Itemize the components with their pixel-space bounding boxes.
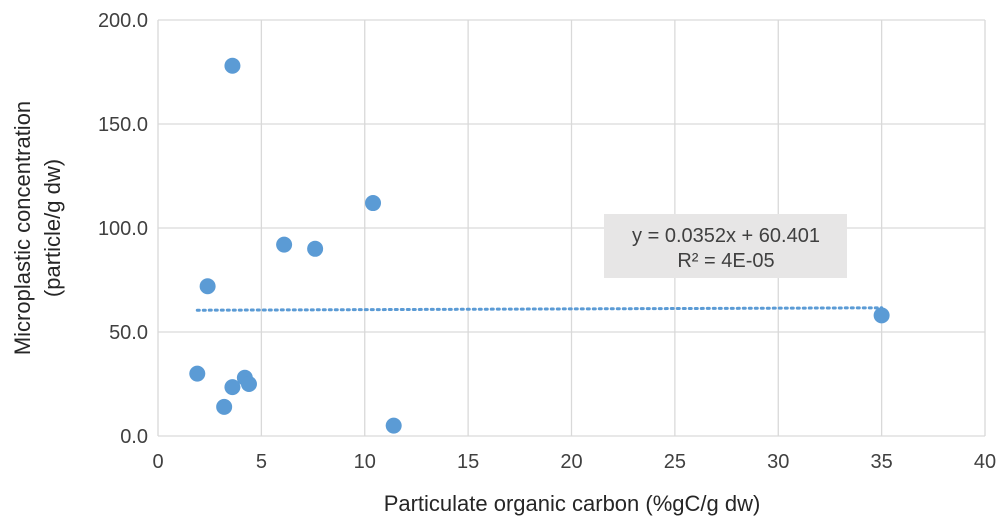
- x-axis-title: Particulate organic carbon (%gC/g dw): [384, 491, 761, 516]
- trendline-equation: y = 0.0352x + 60.401: [632, 225, 820, 247]
- x-tick-label: 0: [152, 451, 163, 473]
- data-point: [189, 365, 206, 382]
- data-point: [276, 236, 293, 253]
- x-tick-label: 25: [664, 451, 686, 473]
- data-points: [189, 57, 890, 434]
- data-point: [365, 195, 382, 212]
- grid-lines: [157, 19, 986, 437]
- data-point: [240, 376, 257, 392]
- data-point: [224, 379, 241, 396]
- data-point: [216, 398, 233, 415]
- x-tick-label: 40: [974, 451, 996, 473]
- x-tick-label: 30: [767, 451, 789, 473]
- x-tick-label: 20: [560, 451, 582, 473]
- y-axis-title-line-1: Microplastic concentration: [10, 101, 35, 355]
- y-tick-label: 0.0: [120, 426, 148, 448]
- x-tick-label: 5: [256, 451, 267, 473]
- trendline-path: [195, 306, 884, 312]
- x-axis-ticks: 0 5 10 15 20 25 30 35 40: [152, 451, 996, 473]
- data-point: [307, 240, 324, 257]
- y-tick-label: 200.0: [98, 10, 148, 32]
- x-tick-label: 15: [457, 451, 479, 473]
- y-axis-ticks: 0.0 50.0 100.0 150.0 200.0: [98, 10, 148, 448]
- y-tick-label: 100.0: [98, 218, 148, 240]
- data-point: [224, 57, 241, 74]
- trendline-label-box: [604, 214, 847, 278]
- data-point: [873, 307, 890, 324]
- data-point: [385, 417, 402, 434]
- x-tick-label: 35: [871, 451, 893, 473]
- trendline-label: y = 0.0352x + 60.401 R² = 4E-05: [604, 214, 847, 278]
- trendline: [195, 306, 884, 312]
- y-tick-label: 50.0: [109, 322, 148, 344]
- trendline-r-squared: R² = 4E-05: [677, 250, 774, 272]
- y-tick-label: 150.0: [98, 114, 148, 136]
- x-tick-label: 10: [354, 451, 376, 473]
- y-axis-title-line-2: (particle/g dw): [40, 159, 65, 297]
- data-point: [199, 278, 216, 295]
